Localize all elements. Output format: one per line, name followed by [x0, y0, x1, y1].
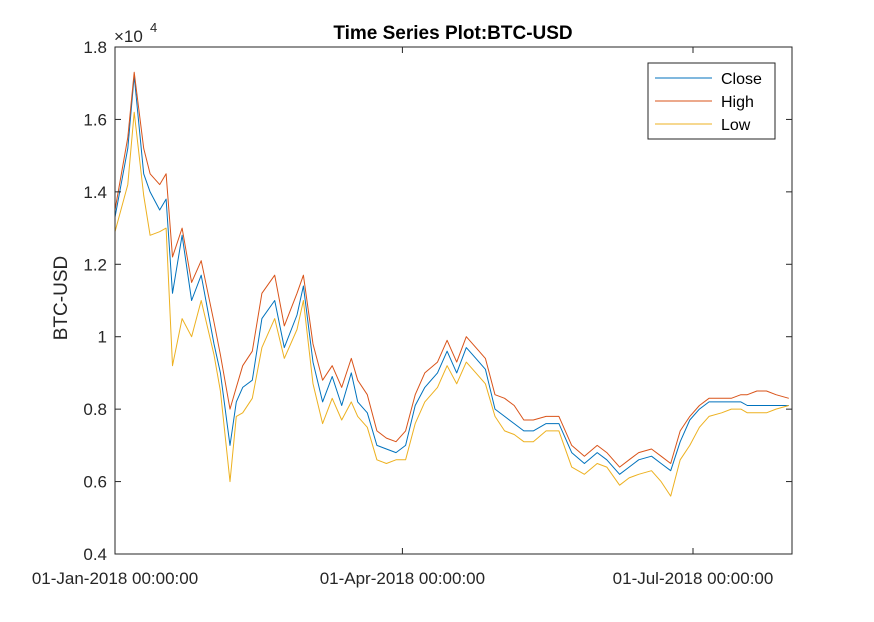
series-line-close — [114, 75, 789, 475]
legend-label-high: High — [721, 94, 754, 111]
y-tick-label: 1.6 — [83, 110, 107, 129]
series-line-low — [114, 111, 789, 497]
y-tick-label: 1.4 — [83, 183, 107, 202]
y-exponent-multiplier: ×10 4 — [114, 20, 157, 46]
series-line-high — [114, 71, 789, 468]
legend-label-close: Close — [721, 71, 762, 88]
y-tick-label: 0.8 — [83, 400, 107, 419]
axes: 0.4 0.6 0.8 1 1.2 1.4 1.6 1.8 01-Jan-2018 00:00:… — [32, 38, 793, 588]
chart-title: Time Series Plot:BTC-USD — [333, 23, 572, 44]
y-tick-label: 1 — [98, 328, 107, 347]
legend: Close High Low — [647, 62, 776, 140]
y-exponent-base: ×10 — [114, 27, 143, 46]
y-tick-label: 1.2 — [83, 255, 107, 274]
y-tick-label: 1.8 — [83, 38, 107, 57]
x-tick-label: 01-Apr-2018 00:00:00 — [320, 569, 485, 588]
x-tick-label: 01-Jul-2018 00:00:00 — [613, 569, 774, 588]
y-tick-label: 0.4 — [83, 545, 107, 564]
y-exponent-power: 4 — [150, 20, 157, 35]
legend-label-low: Low — [721, 117, 751, 134]
x-tick-label: 01-Jan-2018 00:00:00 — [32, 569, 198, 588]
y-tick-label: 0.6 — [83, 473, 107, 492]
axes-box — [114, 46, 793, 555]
y-axis-label: BTC-USD — [51, 256, 72, 340]
